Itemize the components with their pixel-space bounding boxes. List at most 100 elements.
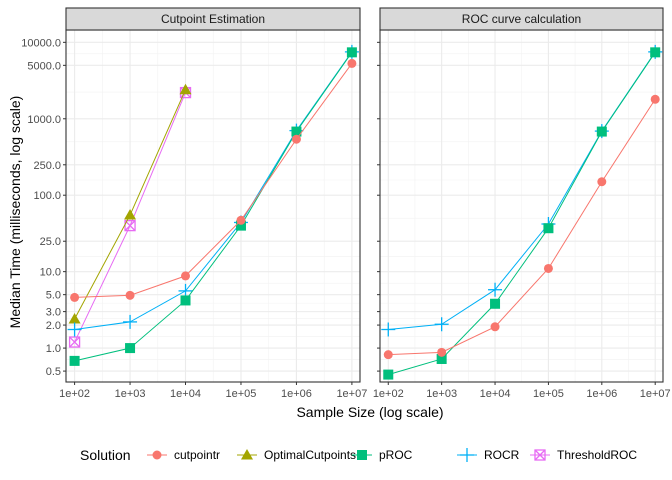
x-tick-label: 1e+06 — [586, 388, 617, 400]
y-tick-label: 5.0 — [46, 290, 61, 302]
facet-strip: ROC curve calculation — [379, 7, 664, 31]
data-point-thresholdroc — [68, 336, 81, 348]
data-point-proc — [436, 353, 447, 364]
facet-strip-background — [379, 7, 664, 31]
y-tick-label: 5000.0 — [27, 60, 61, 72]
legend-item-proc: pROC — [352, 448, 413, 462]
series-cutpointr — [383, 94, 660, 360]
legend-title: Solution — [80, 447, 131, 463]
data-point-cutpointr — [70, 292, 80, 302]
data-point-proc — [180, 295, 191, 306]
x-tick-label: 1e+02 — [59, 388, 90, 400]
data-point-rocr — [381, 322, 396, 337]
data-point-optimalcutpoints — [124, 209, 137, 220]
series-layer — [67, 44, 359, 366]
facet-title: ROC curve calculation — [462, 12, 581, 26]
legend-item-optimalcutpoints: OptimalCutpoints — [237, 448, 356, 462]
data-point-proc — [383, 369, 394, 380]
data-point-cutpointr — [236, 215, 246, 225]
x-tick-label: 1e+07 — [640, 388, 671, 400]
y-tick-label: 100.0 — [33, 190, 61, 202]
y-tick-label: 25.0 — [40, 236, 61, 248]
data-point-proc — [543, 223, 554, 234]
facet-strip: Cutpoint Estimation — [65, 7, 361, 31]
data-point-cutpointr — [347, 58, 357, 68]
legend-key-marker — [152, 450, 162, 460]
legend-key-marker — [460, 448, 474, 462]
series-line-proc — [74, 52, 353, 362]
data-point-rocr — [123, 314, 138, 329]
legend-label: OptimalCutpoints — [264, 448, 356, 462]
y-tick-label: 3.0 — [46, 307, 61, 319]
x-tick-label: 1e+06 — [281, 388, 312, 400]
grid — [380, 30, 663, 382]
data-point-cutpointr — [383, 350, 393, 360]
legend-item-cutpointr: cutpointr — [147, 448, 220, 462]
y-axis-title: Median Time (milliseconds, log scale) — [7, 96, 23, 329]
data-point-proc — [235, 220, 246, 231]
data-point-proc — [490, 298, 501, 309]
x-tick-label: 1e+04 — [480, 388, 511, 400]
y-tick-label: 250.0 — [33, 160, 61, 172]
y-tick-label: 1.0 — [46, 343, 61, 355]
legend-label: ThresholdROC — [557, 448, 637, 462]
data-point-rocr — [67, 322, 82, 337]
series-line-rocr — [74, 51, 353, 331]
legend-key-marker — [534, 449, 546, 461]
data-point-proc — [291, 126, 302, 137]
y-tick-label: 10.0 — [40, 267, 61, 279]
x-tick-label: 1e+03 — [115, 388, 146, 400]
data-point-proc — [346, 47, 357, 58]
data-point-proc — [125, 343, 136, 354]
x-tick-label: 1e+05 — [226, 388, 257, 400]
y-tick-label: 10000.0 — [21, 37, 61, 49]
data-point-proc — [69, 355, 80, 366]
x-axis: 1e+02 1e+03 1e+04 1e+05 1e+06 1e+07 — [373, 382, 671, 400]
y-tick-label: 0.5 — [46, 366, 61, 378]
series-proc — [383, 47, 661, 380]
data-point-proc — [650, 47, 661, 58]
legend-key-marker — [357, 450, 367, 460]
data-point-cutpointr — [597, 177, 607, 187]
series-layer — [381, 44, 663, 380]
data-point-optimalcutpoints — [68, 313, 81, 324]
x-tick-label: 1e+05 — [533, 388, 564, 400]
x-axis-title: Sample Size (log scale) — [296, 404, 443, 420]
legend: Solution cutpointr OptimalCutpoints pROC RO… — [80, 447, 637, 463]
legend-label: pROC — [379, 448, 413, 462]
series-proc — [69, 47, 357, 366]
data-point-cutpointr — [437, 347, 447, 357]
data-point-cutpointr — [650, 94, 660, 104]
legend-label: cutpointr — [174, 448, 220, 462]
series-line-cutpointr — [74, 63, 353, 298]
series-line-proc — [388, 52, 656, 376]
x-tick-label: 1e+03 — [426, 388, 457, 400]
data-point-rocr — [488, 282, 503, 297]
legend-item-rocr: ROCR — [457, 448, 520, 462]
series-optimalcutpoints — [68, 83, 192, 324]
legend-key-marker — [241, 449, 253, 460]
data-point-optimalcutpoints — [179, 83, 192, 95]
x-axis: 1e+02 1e+03 1e+04 1e+05 1e+06 1e+07 — [59, 382, 367, 400]
data-point-cutpointr — [125, 290, 135, 300]
x-tick-label: 1e+02 — [373, 388, 404, 400]
legend-item-thresholdroc: ThresholdROC — [530, 448, 637, 462]
x-tick-label: 1e+04 — [170, 388, 201, 400]
facet-strip-background — [65, 7, 361, 31]
y-tick-label: 2.0 — [46, 320, 61, 332]
facet-title: Cutpoint Estimation — [161, 12, 265, 26]
data-point-cutpointr — [291, 134, 301, 144]
data-point-cutpointr — [543, 263, 553, 273]
x-tick-label: 1e+07 — [336, 388, 367, 400]
y-axis — [377, 41, 380, 372]
series-line-cutpointr — [388, 98, 656, 356]
y-axis: 0.5 1.0 2.03.0 5.0 10.0 25.0 100.0 250.0 1000.0 5… — [21, 37, 66, 378]
legend-label: ROCR — [484, 448, 520, 462]
data-point-cutpointr — [181, 271, 191, 281]
series-cutpointr — [70, 58, 357, 302]
data-point-rocr — [434, 317, 449, 332]
